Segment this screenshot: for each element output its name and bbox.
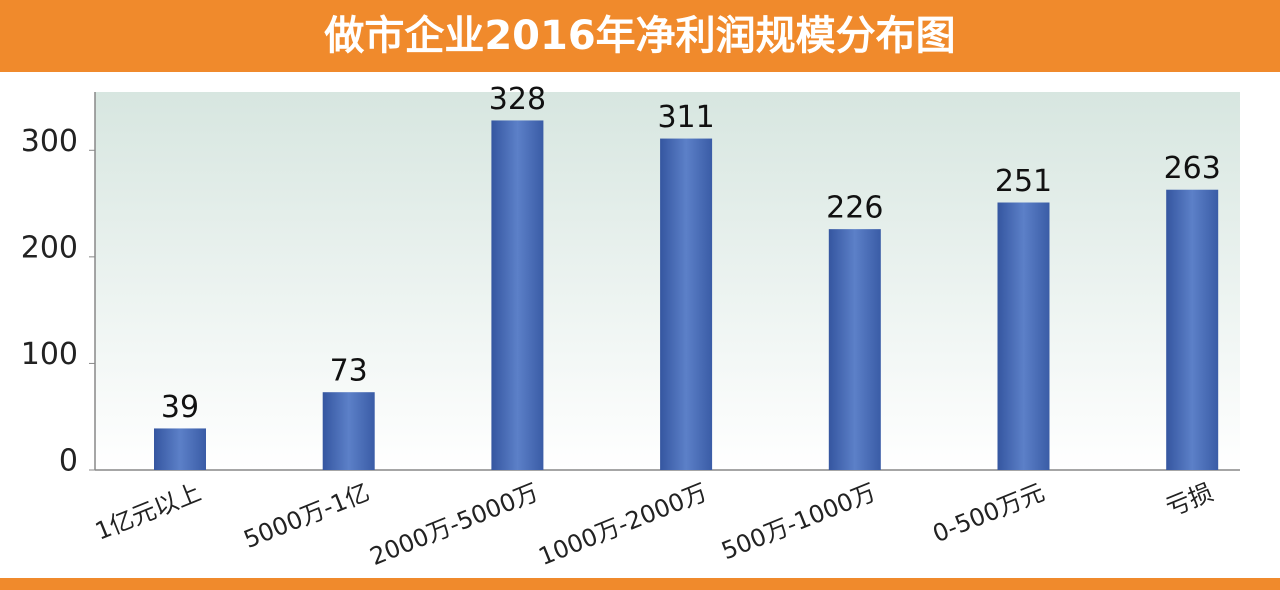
data-label: 263 — [1164, 151, 1221, 186]
x-tick-label: 0-500万元 — [929, 478, 1049, 548]
x-tick-label: 1亿元以上 — [91, 478, 205, 546]
data-label: 311 — [657, 100, 714, 135]
title-band — [0, 0, 1280, 72]
bar — [154, 428, 206, 470]
y-tick-label: 200 — [21, 230, 78, 265]
x-tick-label: 5000万-1亿 — [240, 478, 374, 554]
bar — [660, 138, 713, 470]
bottom-band — [0, 578, 1280, 590]
bar — [491, 120, 544, 471]
bar — [828, 229, 881, 470]
data-label: 39 — [161, 390, 199, 425]
bar — [322, 392, 375, 470]
bar — [997, 202, 1050, 470]
x-tick-label: 500万-1000万 — [718, 478, 880, 565]
x-tick-label: 亏损 — [1162, 478, 1217, 522]
chart-title: 做市企业2016年净利润规模分布图 — [323, 13, 955, 59]
x-tick-label: 1000万-2000万 — [535, 478, 711, 571]
data-label: 73 — [330, 354, 368, 389]
data-label: 328 — [489, 82, 546, 117]
x-tick-label: 2000万-5000万 — [366, 478, 542, 571]
y-tick-label: 0 — [59, 444, 78, 479]
data-label: 251 — [995, 164, 1052, 199]
y-tick-label: 100 — [21, 337, 78, 372]
bar — [1166, 189, 1219, 470]
y-tick-label: 300 — [21, 124, 78, 159]
data-label: 226 — [826, 191, 883, 226]
